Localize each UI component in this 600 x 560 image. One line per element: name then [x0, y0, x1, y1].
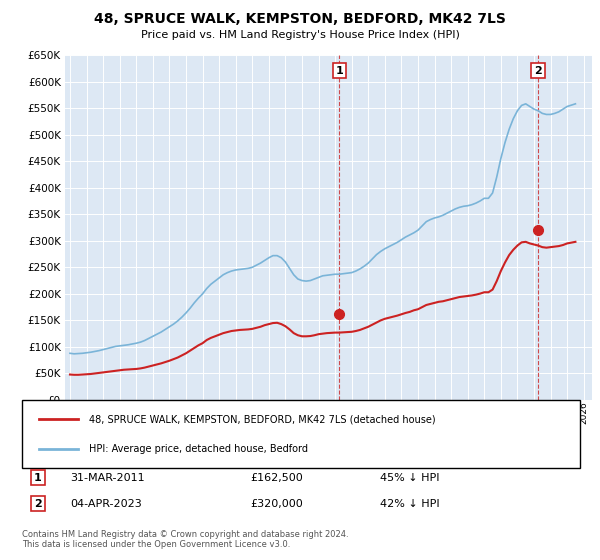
Text: £162,500: £162,500	[250, 473, 303, 483]
Text: Contains HM Land Registry data © Crown copyright and database right 2024.
This d: Contains HM Land Registry data © Crown c…	[22, 530, 349, 549]
Text: 42% ↓ HPI: 42% ↓ HPI	[380, 498, 440, 508]
Text: 48, SPRUCE WALK, KEMPSTON, BEDFORD, MK42 7LS (detached house): 48, SPRUCE WALK, KEMPSTON, BEDFORD, MK42…	[89, 414, 436, 424]
Point	[74, 416, 82, 422]
Text: HPI: Average price, detached house, Bedford: HPI: Average price, detached house, Bedf…	[89, 444, 308, 454]
Point	[74, 446, 82, 452]
Text: £320,000: £320,000	[250, 498, 303, 508]
Point	[35, 416, 43, 422]
Text: 04-APR-2023: 04-APR-2023	[70, 498, 142, 508]
Text: 1: 1	[335, 66, 343, 76]
Text: Price paid vs. HM Land Registry's House Price Index (HPI): Price paid vs. HM Land Registry's House …	[140, 30, 460, 40]
Point	[35, 446, 43, 452]
Text: 31-MAR-2011: 31-MAR-2011	[70, 473, 145, 483]
Text: 1: 1	[34, 473, 42, 483]
Text: 48, SPRUCE WALK, KEMPSTON, BEDFORD, MK42 7LS: 48, SPRUCE WALK, KEMPSTON, BEDFORD, MK42…	[94, 12, 506, 26]
Text: 2: 2	[534, 66, 542, 76]
Text: 45% ↓ HPI: 45% ↓ HPI	[380, 473, 439, 483]
Text: 2: 2	[34, 498, 42, 508]
